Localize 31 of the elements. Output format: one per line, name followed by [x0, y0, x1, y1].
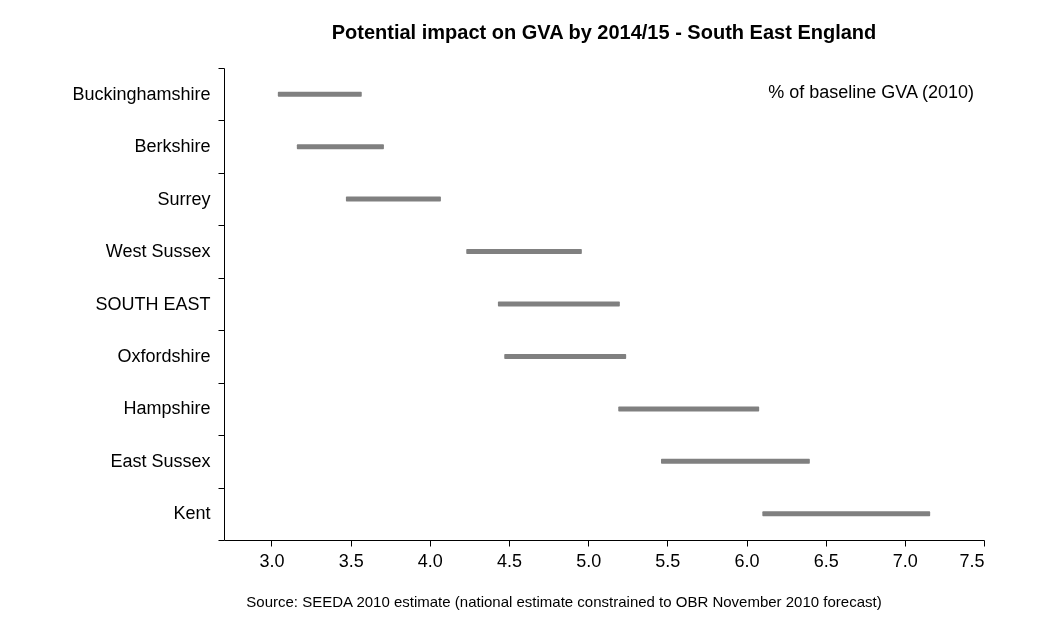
- x-tick-label: 7.5: [959, 550, 985, 571]
- bar: [504, 353, 627, 359]
- x-tick-label: 6.0: [734, 550, 760, 571]
- x-tick-label: 7.0: [892, 550, 918, 571]
- x-tick-label: 6.5: [813, 550, 839, 571]
- bar: [277, 91, 362, 97]
- annotation: % of baseline GVA (2010): [768, 82, 974, 102]
- bar: [296, 144, 384, 150]
- y-tick-label: West Sussex: [105, 241, 211, 262]
- y-tick-label: Surrey: [157, 188, 211, 209]
- chart-title: Potential impact on GVA by 2014/15 - South East England: [331, 21, 877, 43]
- y-tick-label: SOUTH EAST: [95, 293, 211, 314]
- bar: [661, 458, 810, 464]
- y-tick-label: Kent: [173, 503, 211, 524]
- y-tick-label: Buckinghamshire: [72, 83, 211, 104]
- x-tick-label: 3.5: [338, 550, 364, 571]
- x-tick-label: 5.0: [576, 550, 602, 571]
- y-tick-label: Oxfordshire: [117, 345, 211, 366]
- y-tick-label: East Sussex: [110, 450, 211, 471]
- y-tick-label: Hampshire: [123, 398, 211, 419]
- x-tick-label: 4.5: [496, 550, 523, 571]
- y-tick-label: Berkshire: [134, 136, 211, 157]
- bar: [497, 301, 620, 307]
- bar: [466, 249, 582, 255]
- bar: [618, 406, 760, 412]
- bar: [762, 511, 931, 517]
- x-tick-label: 5.5: [655, 550, 681, 571]
- source-note: Source: SEEDA 2010 estimate (national estimate constrained to OBR November 2010 forecast): [246, 593, 882, 610]
- x-tick-label: 3.0: [259, 550, 285, 571]
- x-tick-label: 4.0: [417, 550, 443, 571]
- bar: [345, 196, 441, 202]
